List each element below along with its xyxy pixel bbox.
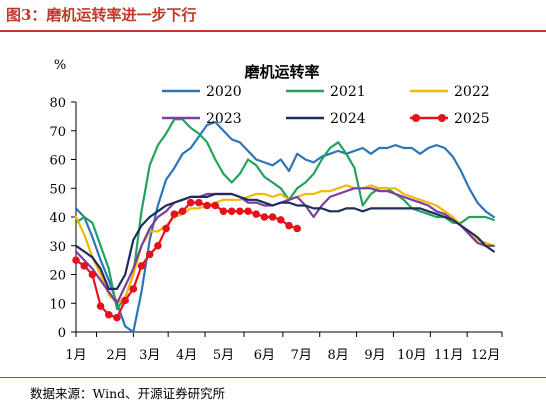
series-point-2025: [195, 198, 203, 207]
series-point-2025: [178, 207, 187, 216]
series-point-2025: [277, 216, 285, 224]
legend-label-2020: 2020: [206, 84, 242, 100]
y-tick-label: 60: [49, 154, 66, 169]
series-point-2025: [145, 250, 154, 259]
y-tick-label: 80: [49, 96, 66, 111]
x-tick-label: 10月: [397, 348, 427, 363]
legend-marker-2025: [438, 114, 446, 122]
x-tick-label: 2月: [106, 348, 127, 363]
y-tick-label: 70: [49, 125, 66, 140]
series-line-2025: [74, 201, 299, 319]
legend-label-2023: 2023: [206, 111, 242, 127]
series-point-2025: [244, 207, 252, 216]
legend-label-2024: 2024: [330, 111, 366, 127]
series-point-2025: [186, 198, 195, 207]
x-tick-label: 6月: [254, 348, 275, 363]
x-tick-label: 9月: [364, 348, 385, 363]
y-tick-label: 30: [49, 240, 66, 255]
y-tick-label: 40: [49, 211, 66, 226]
series-point-2025: [236, 207, 244, 216]
chart-title: 磨机运转率: [243, 63, 319, 81]
series-line-2023: [74, 187, 495, 305]
series-line-2020: [74, 120, 495, 334]
legend-label-2025: 2025: [454, 111, 490, 127]
series-point-2025: [129, 285, 138, 293]
series-point-2025: [293, 224, 301, 233]
y-axis-unit: %: [54, 58, 66, 73]
series-point-2025: [211, 201, 220, 210]
series-point-2025: [219, 207, 228, 216]
y-tick-label: 10: [49, 297, 66, 312]
series-line-2021: [74, 118, 495, 311]
series-point-2025: [260, 213, 269, 221]
source-divider: [0, 377, 546, 378]
x-tick-label: 11月: [434, 348, 464, 363]
x-tick-label: 4月: [176, 348, 197, 363]
x-tick-label: 3月: [139, 348, 160, 363]
series-point-2025: [162, 224, 170, 233]
series-point-2025: [121, 296, 129, 305]
series-point-2025: [268, 213, 277, 221]
series-point-2025: [137, 262, 146, 270]
x-tick-label: 1月: [65, 348, 86, 363]
series-line-2024: [74, 192, 495, 290]
source-note: 数据来源：Wind、开源证券研究所: [30, 386, 226, 401]
series-point-2025: [227, 207, 236, 216]
series-point-2025: [203, 201, 211, 210]
series-point-2025: [104, 310, 113, 319]
y-tick-label: 50: [49, 182, 66, 197]
x-tick-label: 12月: [471, 348, 501, 363]
x-tick-label: 7月: [291, 348, 312, 363]
series-point-2025: [252, 210, 261, 218]
y-tick-label: 20: [49, 269, 66, 284]
series-point-2025: [72, 256, 80, 264]
legend-label-2022: 2022: [454, 84, 490, 100]
line-chart: 磨机运转率 % 0 10 20 30 40 50 60 70 80 1月 2月 3月 4月 5月 6月 7月 8…: [49, 58, 503, 363]
x-tick-label: 5月: [213, 348, 234, 363]
figure-title: 图3：磨机运转率进一步下行: [6, 6, 197, 24]
title-divider: [0, 30, 546, 32]
x-tick-label: 8月: [328, 348, 349, 363]
series-point-2025: [170, 210, 179, 218]
series-point-2025: [285, 221, 293, 230]
series-point-2025: [96, 302, 105, 310]
y-tick-label: 0: [58, 326, 66, 341]
legend-label-2021: 2021: [330, 84, 366, 100]
series-point-2025: [88, 270, 97, 279]
series-point-2025: [80, 262, 88, 270]
legend-marker-2025: [412, 114, 420, 122]
series-point-2025: [154, 241, 162, 250]
series-point-2025: [113, 313, 121, 322]
